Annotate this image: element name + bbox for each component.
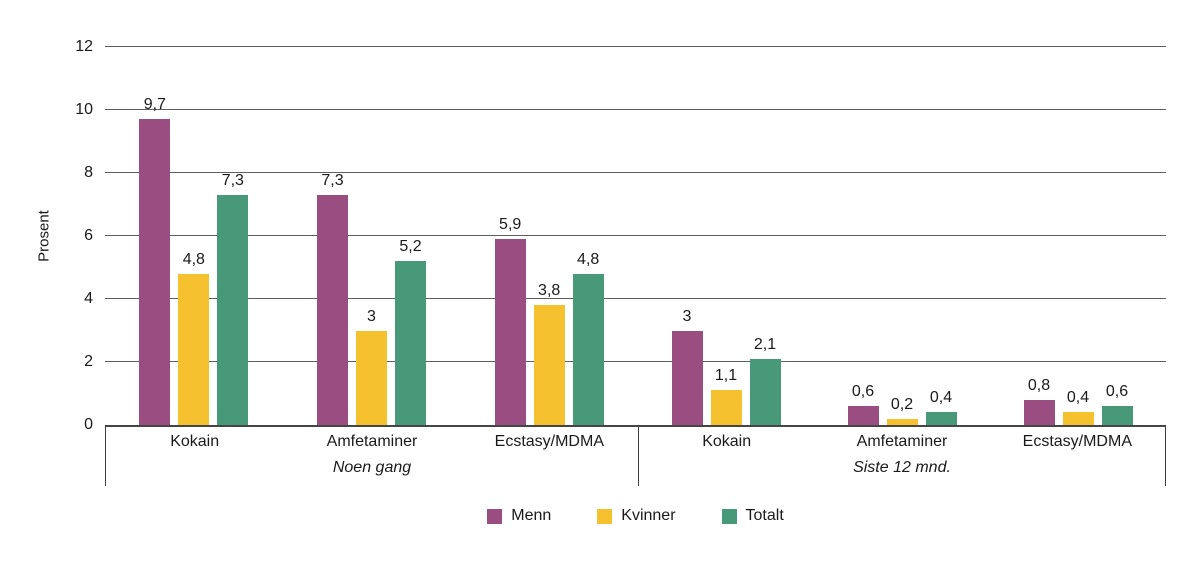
y-tick-label: 4 [84, 290, 93, 307]
category-label: Amfetaminer [326, 433, 418, 450]
gridline [105, 361, 1166, 362]
legend-item: Kvinner [597, 507, 676, 525]
y-tick-label: 12 [75, 38, 93, 55]
legend-item: Totalt [721, 507, 784, 525]
bar-kvinner: 0,2 [886, 396, 918, 425]
category-label-row: Kokain Amfetaminer Ecstasy/MDMA [639, 427, 1165, 451]
category-cluster: 9,7 4,8 7,3 [105, 47, 283, 425]
bar-groups: 9,7 4,8 7,3 7,3 3 5,2 5,9 3,8 4,8 3 1,1 2,1 0,6 0,2 0,… [105, 47, 1166, 425]
bar-kvinner: 4,8 [178, 251, 210, 425]
y-tick-label: 8 [84, 164, 93, 181]
bar-value-label: 4,8 [182, 250, 205, 268]
category-cluster: 0,8 0,4 0,6 [990, 47, 1166, 425]
category-label: Ecstasy/MDMA [494, 433, 604, 450]
category-label: Kokain [170, 433, 220, 450]
legend-swatch-totalt [721, 508, 737, 524]
bar-menn: 3 [671, 308, 703, 425]
category-cluster: 5,9 3,8 4,8 [460, 47, 638, 425]
gridline [105, 109, 1166, 110]
bar-value-label: 0,4 [1066, 389, 1090, 407]
bar-menn: 9,7 [139, 96, 171, 425]
bar-value-label: 3 [682, 307, 692, 325]
x-axis: Kokain Amfetaminer Ecstasy/MDMA Noen gang Ko… [105, 427, 1166, 486]
y-tick-label: 10 [75, 101, 93, 118]
bar-kvinner: 3 [356, 308, 387, 425]
bar-value-label: 5,9 [499, 216, 522, 234]
legend-label: Menn [511, 507, 552, 524]
bar-menn: 5,9 [494, 216, 526, 425]
bar-value-label: 2,1 [753, 335, 777, 353]
bar-menn: 7,3 [317, 172, 348, 425]
gridline [105, 172, 1166, 173]
bar-value-label: 7,3 [321, 172, 344, 190]
bar-value-label: 0,2 [890, 395, 914, 413]
category-label: Amfetaminer [856, 433, 948, 450]
bar-value-label: 9,7 [143, 96, 166, 114]
category-cluster: 3 1,1 2,1 [638, 47, 814, 425]
bar-value-label: 3,8 [538, 282, 561, 300]
legend: Menn Kvinner Totalt [105, 507, 1166, 525]
legend-swatch-menn [487, 508, 503, 524]
gridline [105, 298, 1166, 299]
bar-value-label: 5,2 [399, 238, 422, 256]
bar-value-label: 0,4 [929, 389, 953, 407]
bar-value-label: 3 [367, 307, 376, 325]
category-cluster: 0,6 0,2 0,4 [814, 47, 990, 425]
y-tick-label: 0 [84, 416, 93, 433]
legend-label: Totalt [745, 507, 784, 524]
bar-group: 9,7 4,8 7,3 7,3 3 5,2 5,9 3,8 4,8 [105, 47, 638, 425]
x-axis-group: Kokain Amfetaminer Ecstasy/MDMA Siste 12 mn… [638, 427, 1166, 486]
bar-group: 3 1,1 2,1 0,6 0,2 0,4 0,8 0,4 0,6 [638, 47, 1166, 425]
gridline [105, 235, 1166, 236]
bar-value-label: 4,8 [577, 250, 600, 268]
bar-value-label: 7,3 [221, 172, 244, 190]
bar-totalt: 0,6 [1101, 383, 1133, 425]
category-label: Ecstasy/MDMA [1022, 433, 1132, 450]
bar-value-label: 1,1 [714, 367, 738, 385]
group-label: Noen gang [332, 459, 412, 476]
bar-totalt: 2,1 [749, 336, 781, 425]
bar-totalt: 0,4 [925, 389, 957, 425]
bar-totalt: 5,2 [395, 238, 426, 425]
bar-value-label: 0,6 [1105, 383, 1129, 401]
bar-kvinner: 3,8 [533, 282, 565, 425]
legend-label: Kvinner [621, 507, 676, 524]
legend-swatch-kvinner [597, 508, 613, 524]
bar-totalt: 7,3 [217, 172, 249, 425]
bar-menn: 0,8 [1023, 377, 1055, 425]
y-tick-label: 2 [84, 353, 93, 370]
category-cluster: 7,3 3 5,2 [283, 47, 461, 425]
plot-area: 9,7 4,8 7,3 7,3 3 5,2 5,9 3,8 4,8 3 1,1 2,1 0,6 0,2 0,… [105, 46, 1166, 427]
bar-menn: 0,6 [847, 383, 879, 425]
bar-kvinner: 1,1 [710, 367, 742, 425]
category-label-row: Kokain Amfetaminer Ecstasy/MDMA [106, 427, 638, 451]
category-label: Kokain [702, 433, 752, 450]
x-axis-group: Kokain Amfetaminer Ecstasy/MDMA Noen gang [105, 427, 638, 486]
group-label: Siste 12 mnd. [853, 459, 951, 476]
bar-totalt: 4,8 [572, 251, 604, 425]
y-axis-tick-labels: 0 2 4 6 8 10 12 [0, 39, 93, 433]
y-tick-label: 6 [84, 227, 93, 244]
bar-value-label: 0,8 [1027, 376, 1051, 394]
bar-value-label: 0,6 [851, 383, 875, 401]
bar-kvinner: 0,4 [1062, 389, 1094, 425]
gridline [105, 46, 1166, 47]
legend-item: Menn [487, 507, 551, 525]
